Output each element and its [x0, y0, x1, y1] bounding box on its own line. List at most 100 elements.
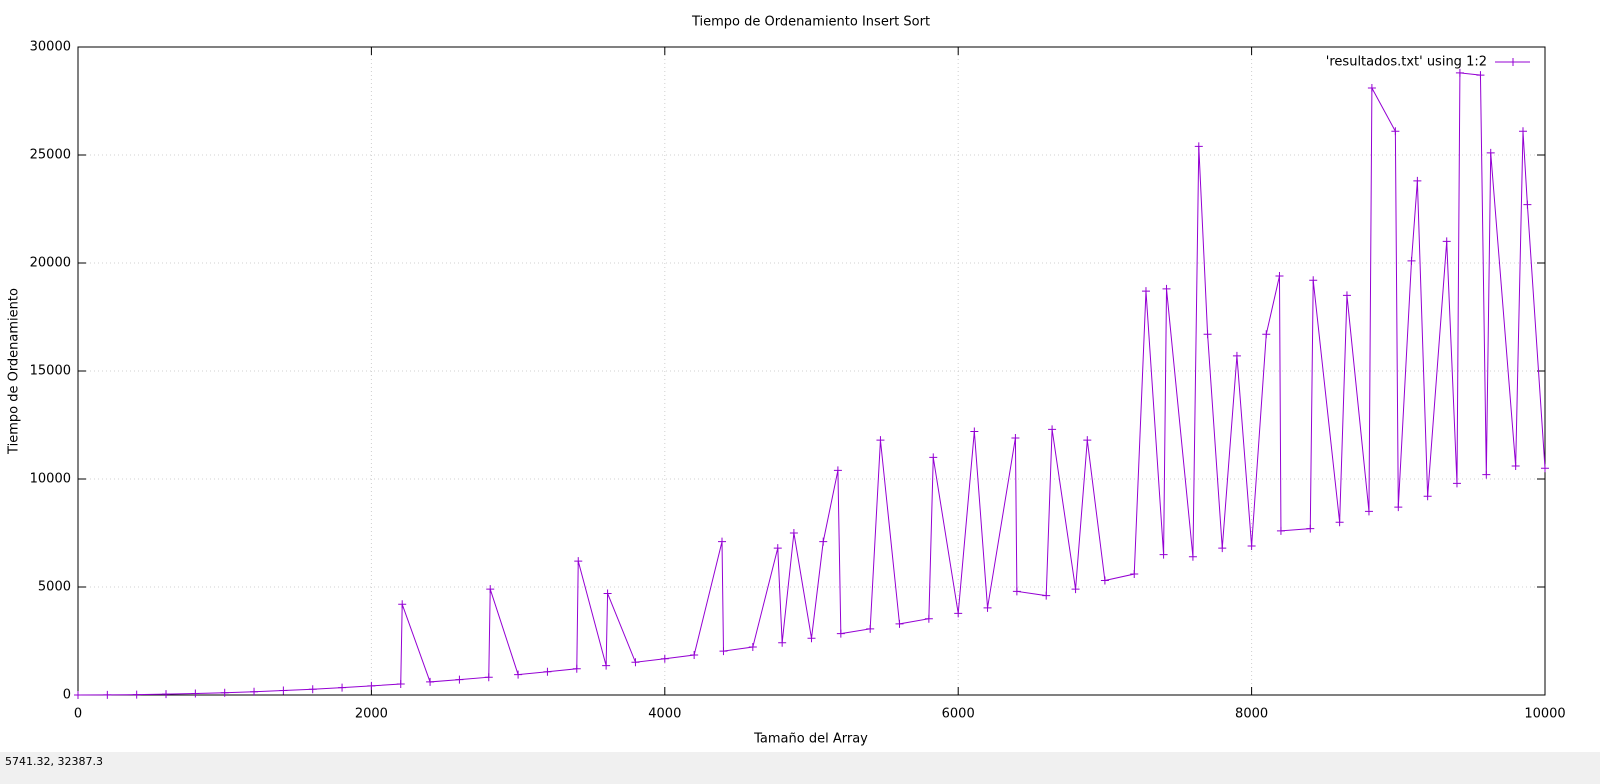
legend-marker	[1509, 58, 1517, 66]
data-point	[1247, 541, 1256, 550]
data-point	[1048, 425, 1057, 434]
data-point	[1342, 291, 1351, 300]
data-point	[220, 688, 229, 697]
data-point	[1309, 276, 1318, 285]
x-tick-label: 6000	[942, 707, 975, 722]
x-tick-label: 8000	[1235, 707, 1268, 722]
chart-title: Tiempo de Ordenamiento Insert Sort	[691, 15, 930, 30]
x-tick-label: 4000	[648, 707, 681, 722]
data-point	[486, 585, 495, 594]
data-point	[748, 643, 757, 652]
data-point	[191, 689, 200, 698]
data-point	[1367, 84, 1376, 93]
data-point	[1413, 176, 1422, 185]
data-point	[1188, 552, 1197, 561]
data-point	[74, 691, 82, 699]
data-point	[1262, 330, 1271, 339]
data-point	[1452, 479, 1461, 488]
data-point	[1162, 284, 1171, 293]
y-tick-label: 15000	[30, 364, 71, 379]
data-point	[1423, 492, 1432, 501]
data-point	[631, 658, 640, 667]
chart: Tiempo de Ordenamiento Insert Sort Tamañ…	[7, 15, 1566, 747]
data-point	[1518, 127, 1527, 136]
data-point	[778, 638, 787, 647]
data-point	[426, 677, 435, 686]
status-bar: 5741.32, 32387.3	[0, 752, 1600, 784]
data-point	[1275, 271, 1284, 280]
data-point	[773, 544, 782, 553]
data-point	[690, 650, 699, 659]
data-point	[1159, 550, 1168, 559]
data-point	[789, 529, 798, 537]
data-point	[1203, 330, 1212, 339]
data-point	[514, 670, 523, 679]
y-axis-label: Tiempo de Ordenamiento	[7, 288, 22, 455]
data-point	[308, 685, 317, 694]
data-point	[572, 664, 581, 673]
y-tick-label: 0	[63, 688, 71, 703]
data-point	[396, 680, 405, 689]
y-tick-label: 10000	[30, 472, 71, 487]
data-point	[1306, 524, 1315, 533]
data-point	[807, 634, 816, 643]
data-point	[1130, 570, 1139, 579]
data-point	[1276, 526, 1285, 535]
data-point	[1476, 71, 1485, 80]
x-tick-label: 10000	[1524, 707, 1565, 722]
y-tick-label: 30000	[30, 40, 71, 55]
data-point	[367, 681, 376, 690]
data-point	[1083, 436, 1092, 445]
data-point	[455, 675, 464, 684]
data-point	[1541, 464, 1549, 473]
data-point	[1218, 544, 1227, 553]
data-point	[970, 427, 979, 436]
plot-border	[77, 46, 1546, 696]
data-point	[1071, 585, 1080, 594]
data-point	[162, 690, 171, 699]
data-point	[895, 619, 904, 628]
data-point	[603, 589, 612, 598]
data-point	[866, 624, 875, 633]
x-tick-label: 2000	[355, 707, 388, 722]
data-point	[1486, 148, 1495, 157]
data-line	[77, 72, 1546, 696]
data-point	[1100, 576, 1109, 585]
y-tick-label: 25000	[30, 148, 71, 163]
data-point	[1511, 462, 1520, 471]
x-axis-label: Tamaño del Array	[753, 732, 868, 747]
data-point	[1523, 200, 1532, 209]
data-point	[1141, 287, 1150, 296]
y-tick-label: 5000	[38, 580, 71, 595]
data-point	[1011, 433, 1020, 442]
data-point	[1394, 503, 1403, 512]
data-point	[132, 690, 141, 699]
data-point	[718, 537, 727, 546]
data-point	[543, 667, 552, 676]
data-point	[574, 557, 583, 566]
data-point	[876, 436, 885, 445]
data-point	[338, 683, 347, 692]
data-point	[1442, 237, 1451, 246]
data-point	[398, 600, 407, 609]
data-point	[924, 614, 933, 623]
data-point	[103, 690, 112, 699]
data-point	[250, 687, 259, 696]
data-point	[1232, 351, 1241, 360]
data-point	[602, 661, 611, 670]
data-point	[1455, 68, 1464, 77]
y-tick-label: 20000	[30, 256, 71, 271]
data-point	[954, 609, 963, 618]
data-point	[929, 453, 938, 462]
data-point	[1407, 256, 1416, 265]
data-point	[1482, 470, 1491, 479]
data-point	[1012, 587, 1021, 596]
data-point	[836, 629, 845, 638]
data-point	[660, 654, 669, 663]
data-point	[1364, 507, 1373, 516]
x-tick-label: 0	[74, 707, 82, 722]
data-point	[719, 647, 728, 656]
data-point	[819, 537, 828, 546]
data-point	[279, 686, 288, 695]
